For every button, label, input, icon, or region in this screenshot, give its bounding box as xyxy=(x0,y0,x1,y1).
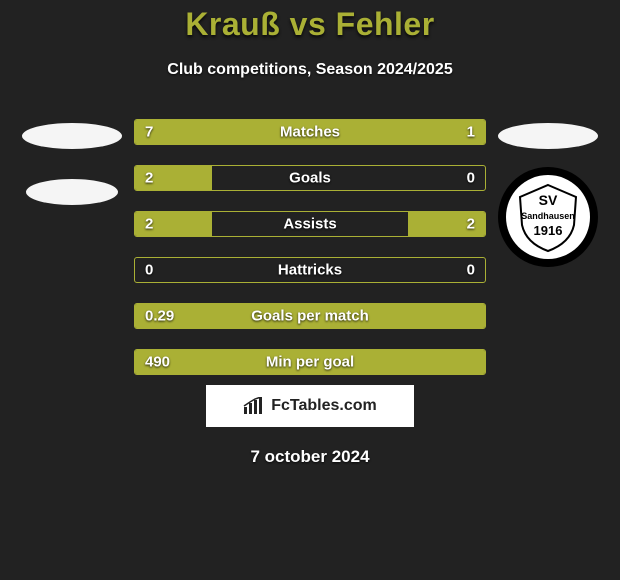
stat-value-left: 490 xyxy=(145,354,170,371)
right-logo-top xyxy=(498,123,598,149)
bar-chart-icon xyxy=(243,397,265,415)
stat-value-right: 1 xyxy=(467,124,475,141)
crest-top-text: SV xyxy=(539,192,558,208)
stat-value-left: 0 xyxy=(145,262,153,279)
stat-label: Min per goal xyxy=(266,354,354,371)
stat-value-right: 2 xyxy=(467,216,475,233)
stat-bar: 0 Hattricks 0 xyxy=(134,257,486,283)
infographic-root: Krauß vs Fehler Club competitions, Seaso… xyxy=(0,0,620,467)
crest-icon: SV Sandhausen 1916 xyxy=(506,175,590,259)
stat-bar: 490 Min per goal xyxy=(134,349,486,375)
attribution-text: FcTables.com xyxy=(271,397,377,415)
stat-label: Hattricks xyxy=(278,262,342,279)
bars-column: 7 Matches 1 2 Goals 0 2 Assists 2 xyxy=(134,119,486,375)
stat-bar: 0.29 Goals per match xyxy=(134,303,486,329)
left-logo-bottom xyxy=(26,179,118,205)
left-logo-column xyxy=(22,119,122,205)
stat-label: Assists xyxy=(283,216,336,233)
crest-name-text: Sandhausen xyxy=(521,211,575,221)
stat-bar: 2 Assists 2 xyxy=(134,211,486,237)
stats-area: 7 Matches 1 2 Goals 0 2 Assists 2 xyxy=(0,119,620,375)
footer-date: 7 october 2024 xyxy=(0,447,620,467)
stat-value-right: 0 xyxy=(467,262,475,279)
attribution-badge[interactable]: FcTables.com xyxy=(206,385,414,427)
stat-label: Goals per match xyxy=(251,308,369,325)
stat-bar: 2 Goals 0 xyxy=(134,165,486,191)
stat-label: Matches xyxy=(280,124,340,141)
page-subtitle: Club competitions, Season 2024/2025 xyxy=(0,61,620,79)
page-title: Krauß vs Fehler xyxy=(0,6,620,43)
right-logo-column: SV Sandhausen 1916 xyxy=(498,119,598,267)
stat-value-left: 2 xyxy=(145,170,153,187)
stat-value-left: 0.29 xyxy=(145,308,174,325)
right-club-crest: SV Sandhausen 1916 xyxy=(498,167,598,267)
crest-year-text: 1916 xyxy=(534,223,563,238)
left-logo-top xyxy=(22,123,122,149)
stat-label: Goals xyxy=(289,170,331,187)
stat-value-left: 7 xyxy=(145,124,153,141)
stat-value-left: 2 xyxy=(145,216,153,233)
stat-value-right: 0 xyxy=(467,170,475,187)
stat-bar: 7 Matches 1 xyxy=(134,119,486,145)
